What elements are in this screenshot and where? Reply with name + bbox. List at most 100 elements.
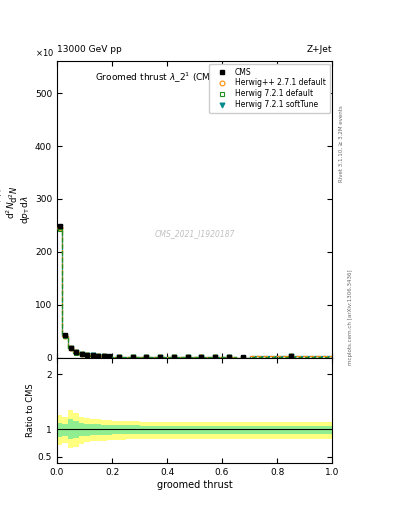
Text: 13000 GeV pp: 13000 GeV pp xyxy=(57,45,122,54)
Text: mcplots.cern.ch [arXiv:1306.3436]: mcplots.cern.ch [arXiv:1306.3436] xyxy=(348,270,353,365)
Text: CMS_2021_I1920187: CMS_2021_I1920187 xyxy=(154,229,235,238)
CMS xyxy=(144,354,149,360)
Text: $\frac{1}{\mathrm{d}N\,/\,\mathrm{d}p_T\,\mathrm{d}\lambda}$
$\mathrm{d}^2 N$: $\frac{1}{\mathrm{d}N\,/\,\mathrm{d}p_T\… xyxy=(0,179,20,210)
Y-axis label: $\mathrm{d}^2N$
$\mathrm{d}p_\mathrm{T}\,\mathrm{d}\lambda$: $\mathrm{d}^2N$ $\mathrm{d}p_\mathrm{T}\… xyxy=(5,195,32,224)
CMS xyxy=(172,354,176,360)
Herwig++ 2.7.1 default xyxy=(241,354,245,360)
Herwig++ 2.7.1 default xyxy=(96,353,101,359)
Line: Herwig 7.2.1 softTune: Herwig 7.2.1 softTune xyxy=(57,225,293,360)
Herwig 7.2.1 default xyxy=(79,351,84,357)
Herwig 7.2.1 default xyxy=(116,354,121,360)
Herwig 7.2.1 softTune xyxy=(226,354,231,360)
Herwig 7.2.1 default xyxy=(85,352,90,358)
CMS xyxy=(158,354,163,360)
Herwig 7.2.1 softTune xyxy=(74,349,79,355)
Text: $\times 10$: $\times 10$ xyxy=(35,48,54,58)
Herwig 7.2.1 softTune xyxy=(85,352,90,358)
Herwig 7.2.1 softTune xyxy=(144,354,149,360)
Herwig 7.2.1 default xyxy=(96,353,101,359)
CMS xyxy=(130,354,135,360)
CMS xyxy=(90,352,95,358)
CMS xyxy=(57,223,62,229)
Herwig++ 2.7.1 default xyxy=(199,354,204,360)
Text: Rivet 3.1.10, ≥ 3.2M events: Rivet 3.1.10, ≥ 3.2M events xyxy=(339,105,344,182)
CMS xyxy=(68,345,73,351)
CMS xyxy=(185,354,190,360)
Herwig++ 2.7.1 default xyxy=(63,333,68,339)
CMS xyxy=(241,354,245,360)
Herwig 7.2.1 softTune xyxy=(172,354,176,360)
CMS xyxy=(288,353,293,359)
Herwig 7.2.1 softTune xyxy=(158,354,163,360)
Herwig 7.2.1 softTune xyxy=(199,354,204,360)
Herwig++ 2.7.1 default xyxy=(213,354,218,360)
Herwig 7.2.1 softTune xyxy=(101,353,106,359)
Herwig 7.2.1 default xyxy=(57,226,62,232)
X-axis label: groomed thrust: groomed thrust xyxy=(157,480,232,490)
Herwig 7.2.1 softTune xyxy=(185,354,190,360)
Herwig++ 2.7.1 default xyxy=(90,352,95,358)
Text: Groomed thrust $\lambda\_2^1$ (CMS jet substructure): Groomed thrust $\lambda\_2^1$ (CMS jet s… xyxy=(95,70,294,84)
Herwig++ 2.7.1 default xyxy=(158,354,163,360)
Herwig 7.2.1 default xyxy=(213,354,218,360)
Line: CMS: CMS xyxy=(58,224,293,359)
Herwig 7.2.1 softTune xyxy=(96,353,101,359)
Herwig 7.2.1 softTune xyxy=(107,353,112,359)
Herwig 7.2.1 default xyxy=(68,346,73,352)
Herwig++ 2.7.1 default xyxy=(101,353,106,359)
Herwig++ 2.7.1 default xyxy=(107,353,112,359)
CMS xyxy=(79,351,84,357)
Herwig 7.2.1 softTune xyxy=(116,354,121,360)
CMS xyxy=(85,352,90,358)
Herwig 7.2.1 default xyxy=(101,353,106,359)
Herwig 7.2.1 default xyxy=(158,354,163,360)
Herwig 7.2.1 softTune xyxy=(63,333,68,339)
Herwig++ 2.7.1 default xyxy=(116,354,121,360)
Herwig++ 2.7.1 default xyxy=(74,349,79,355)
Herwig 7.2.1 default xyxy=(74,350,79,356)
CMS xyxy=(74,349,79,355)
CMS xyxy=(101,353,106,359)
Herwig 7.2.1 default xyxy=(63,333,68,339)
Herwig++ 2.7.1 default xyxy=(68,345,73,351)
Herwig++ 2.7.1 default xyxy=(172,354,176,360)
Herwig++ 2.7.1 default xyxy=(226,354,231,360)
Herwig 7.2.1 default xyxy=(288,353,293,359)
Herwig++ 2.7.1 default xyxy=(57,225,62,231)
Herwig 7.2.1 softTune xyxy=(213,354,218,360)
Herwig 7.2.1 default xyxy=(107,353,112,359)
CMS xyxy=(63,332,68,338)
Herwig++ 2.7.1 default xyxy=(130,354,135,360)
Herwig 7.2.1 default xyxy=(185,354,190,360)
CMS xyxy=(116,354,121,360)
Herwig 7.2.1 default xyxy=(226,354,231,360)
Herwig++ 2.7.1 default xyxy=(79,351,84,357)
Herwig 7.2.1 softTune xyxy=(288,353,293,359)
Herwig++ 2.7.1 default xyxy=(288,353,293,359)
Legend: CMS, Herwig++ 2.7.1 default, Herwig 7.2.1 default, Herwig 7.2.1 softTune: CMS, Herwig++ 2.7.1 default, Herwig 7.2.… xyxy=(209,63,330,113)
Herwig++ 2.7.1 default xyxy=(144,354,149,360)
Herwig 7.2.1 softTune xyxy=(90,352,95,358)
Herwig 7.2.1 default xyxy=(130,354,135,360)
CMS xyxy=(96,353,101,359)
Herwig 7.2.1 softTune xyxy=(57,224,62,230)
Herwig 7.2.1 default xyxy=(199,354,204,360)
CMS xyxy=(199,354,204,360)
Herwig 7.2.1 default xyxy=(241,354,245,360)
CMS xyxy=(226,354,231,360)
CMS xyxy=(213,354,218,360)
Herwig++ 2.7.1 default xyxy=(85,352,90,358)
Text: Z+Jet: Z+Jet xyxy=(307,45,332,54)
Herwig 7.2.1 default xyxy=(144,354,149,360)
Herwig++ 2.7.1 default xyxy=(185,354,190,360)
Y-axis label: Ratio to CMS: Ratio to CMS xyxy=(26,383,35,437)
Herwig 7.2.1 default xyxy=(90,352,95,358)
Line: Herwig++ 2.7.1 default: Herwig++ 2.7.1 default xyxy=(57,226,293,360)
CMS xyxy=(107,353,112,359)
Herwig 7.2.1 softTune xyxy=(241,354,245,360)
Herwig 7.2.1 softTune xyxy=(68,345,73,351)
Herwig 7.2.1 softTune xyxy=(79,351,84,357)
Herwig 7.2.1 softTune xyxy=(130,354,135,360)
Line: Herwig 7.2.1 default: Herwig 7.2.1 default xyxy=(57,227,293,360)
Herwig 7.2.1 default xyxy=(172,354,176,360)
